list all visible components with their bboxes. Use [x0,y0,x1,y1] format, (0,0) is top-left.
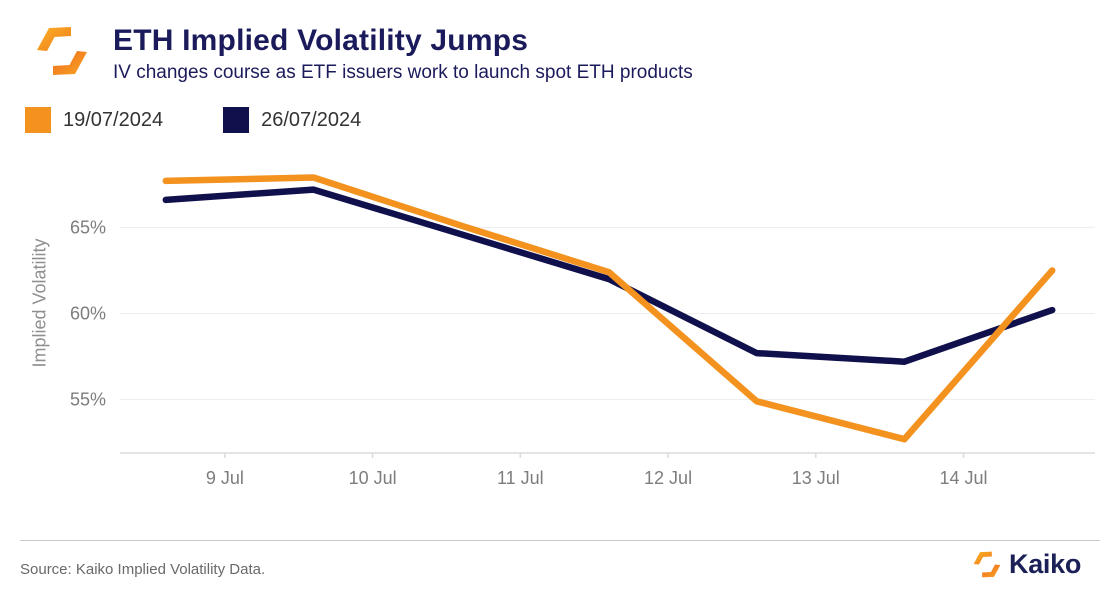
legend-item-26-07: 26/07/2024 [223,107,361,133]
x-tick-label-12: 12 Jul [644,468,692,488]
x-tick-label-13: 13 Jul [792,468,840,488]
chart-title: ETH Implied Volatility Jumps [113,24,529,57]
y-tick-label-60: 60% [70,304,106,324]
series-line-19-07-2024 [162,174,1056,443]
legend-swatch-navy [223,107,250,133]
x-tick-label-14: 14 Jul [939,468,987,488]
x-tick-label-10: 10 Jul [349,468,397,488]
series-line-26-07-2024 [162,186,1056,365]
y-axis-title: Implied Volatility [29,238,50,368]
kaiko-footer-icon [973,551,1001,578]
source-note: Source: Kaiko Implied Volatility Data. [20,561,266,578]
legend-label: 26/07/2024 [261,108,362,131]
footer-divider [20,540,1100,541]
y-tick-label-65: 65% [70,217,106,237]
legend-item-19-07: 19/07/2024 [25,107,163,133]
y-tick-label-55: 55% [70,390,106,410]
brand-wordmark: Kaiko [1009,549,1082,579]
x-tick-label-11: 11 Jul [497,468,544,488]
legend-label: 19/07/2024 [63,108,164,131]
legend: 19/07/2024 26/07/2024 [25,107,361,133]
brand-logo: Kaiko [972,549,1081,580]
chart-subtitle: IV changes course as ETF issuers work to… [113,62,693,83]
x-tick-label-9: 9 Jul [206,468,244,488]
legend-swatch-orange [25,107,51,133]
kaiko-logo-icon [37,27,87,75]
